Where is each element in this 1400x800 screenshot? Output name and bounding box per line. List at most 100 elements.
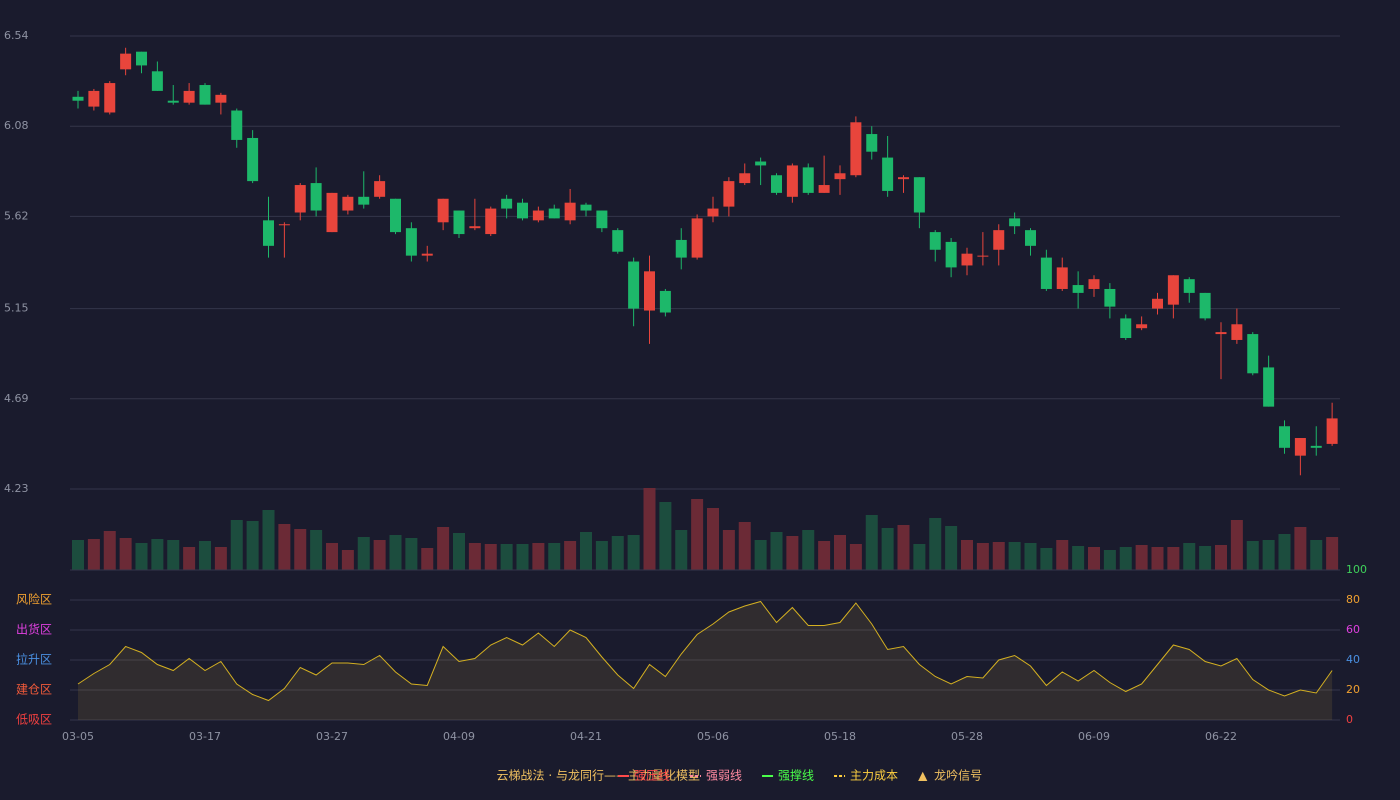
oscillator-line [77,600,1333,702]
volume-bar [770,532,783,570]
candle-body [278,224,290,226]
candle-body [167,100,179,103]
candle-body [1247,334,1259,374]
volume-bar [199,541,211,570]
candle-body [802,167,814,193]
volume-bar [1072,546,1085,570]
volume-bar [1103,550,1116,570]
candle-body [501,198,513,209]
candle-body [739,173,751,184]
volume-bar [468,543,481,570]
volume-bar [992,542,1005,570]
candle-body [834,173,846,180]
candle-body [866,134,878,152]
candle-body [136,51,147,66]
volume-bar [1326,537,1339,570]
candle-body [421,253,433,256]
volume-bar [754,540,767,570]
volume-bar [976,543,989,570]
volume-bar [595,541,608,570]
volume-bar [357,537,370,570]
y2-tick-label: 80 [1346,593,1360,606]
candle-body [1152,298,1163,309]
volume-bar [548,543,561,570]
volume-bar [929,518,942,570]
volume-bar [1215,545,1227,570]
y2-tick-label: 20 [1346,683,1360,696]
volume-bar [341,550,354,570]
x-tick-label: 05-28 [951,730,983,743]
candle-body [183,90,195,103]
legend-marker: ▲ [918,769,928,783]
x-tick-label: 04-09 [443,730,475,743]
legend-label: 龙吟信号 [934,768,982,783]
volume-bar [389,535,402,570]
candle-body [1326,418,1338,444]
x-tick-label: 05-18 [824,730,856,743]
candle-body [358,196,370,205]
y-tick-label: 6.54 [4,29,29,42]
volume-bar [326,543,338,570]
candle-body [929,232,941,250]
candle-body [628,261,640,309]
volume-bar [183,547,196,570]
volume-bar [262,510,275,570]
candle-body [263,220,274,246]
candle-body [1025,230,1036,246]
candle-body [485,208,497,235]
zone-label: 拉升区 [16,652,52,667]
candle-body [1136,324,1148,329]
candle-body [374,181,386,197]
candle-body [1231,324,1243,340]
candle-body [913,177,925,213]
volume-bar [294,529,307,570]
volume-bar [405,538,418,570]
volume-bar [1135,545,1148,570]
volume-bar [1119,547,1132,570]
volume-bar [1167,547,1180,570]
candle-body [215,94,227,103]
volume-bar [881,528,894,570]
candle-body [1199,292,1211,319]
volume-bar [722,530,735,570]
y-tick-label: 6.08 [4,119,29,132]
volume-bar [1040,548,1053,570]
candle-body [151,71,163,91]
x-tick-label: 05-06 [697,730,729,743]
volume-bar [119,538,132,570]
candle-body [88,90,100,107]
candle-body [723,181,735,207]
candle-body [120,53,132,70]
volume-bar [437,527,450,570]
y-tick-label: 5.15 [4,302,29,315]
candle-body [72,96,84,101]
volume-bar [738,522,751,570]
volume-bar [246,521,259,570]
volume-bar [151,539,164,570]
candle-body [818,185,830,193]
candle-body [1183,279,1195,293]
candle-body [564,202,576,221]
candle-body [977,255,989,257]
volume-bar [87,539,100,570]
y-tick-label: 4.69 [4,392,29,405]
candle-body [580,204,592,211]
y-tick-label: 4.23 [4,482,29,495]
candle-body [1072,285,1084,293]
volume-bar [516,544,529,570]
candle-body [405,228,417,256]
candle-body [1310,445,1322,448]
volume-bar [849,544,862,570]
volume-bar [421,548,434,570]
x-tick-label: 06-09 [1078,730,1110,743]
x-tick-label: 04-21 [570,730,602,743]
x-tick-label: 03-17 [189,730,221,743]
candle-body [882,157,894,191]
volume-bar [214,547,227,570]
x-tick-label: 06-22 [1205,730,1237,743]
volume-bar [72,540,84,570]
volume-bar [167,540,180,570]
candle-body [612,230,624,252]
volume-bar [278,524,291,570]
